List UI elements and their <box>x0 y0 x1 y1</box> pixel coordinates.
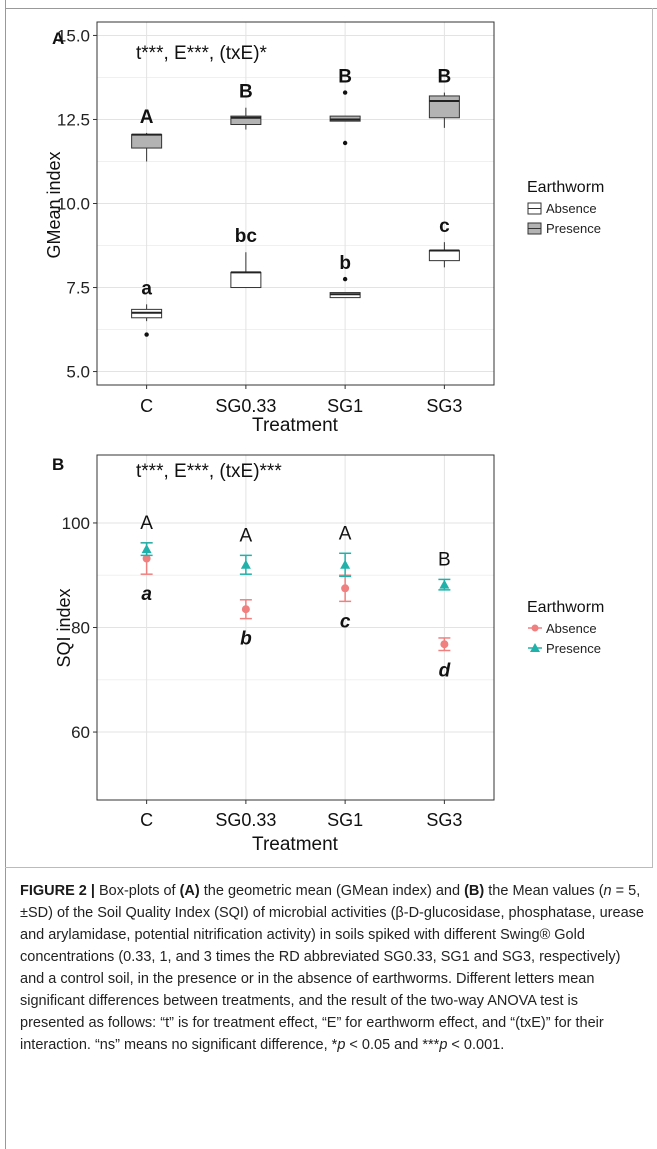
figure-svg: 5.0 7.5 10.0 12.5 15.0 C SG0.33 SG1 SG3 At***, E*… <box>44 21 604 855</box>
panel-a-ytick-label: 5.0 <box>66 363 90 382</box>
panel-b-presence-point <box>240 559 251 569</box>
panel-b-absence-point <box>142 554 151 563</box>
panel-b-absence-letter: a <box>141 584 152 605</box>
panel-a-ytick-label: 12.5 <box>57 110 90 129</box>
frame-border-top <box>5 8 657 9</box>
panel-b-absence-point <box>341 584 350 593</box>
panel-b-presence-point <box>340 559 351 569</box>
figure-caption: FIGURE 2 | Box-plots of (A) the geometri… <box>20 880 645 1056</box>
panel-b-absence-point <box>440 640 449 649</box>
panel-b-legend-key-absence <box>531 624 539 632</box>
panel-b-legend-label-presence: Presence <box>546 641 601 656</box>
panel-a-absence-letter: b <box>339 253 351 274</box>
panel-a-letter: A <box>52 29 64 48</box>
frame-border-right <box>652 8 653 868</box>
panel-b-y-axis-label: SQI index <box>54 588 74 667</box>
panel-a-presence-outlier <box>342 90 348 95</box>
panel-b-legend-title: Earthworm <box>527 599 604 616</box>
panel-a-xtick-label: SG0.33 <box>215 396 276 416</box>
panel-a-absence-letter: a <box>141 278 152 299</box>
panel-b-presence-letter: A <box>339 523 352 544</box>
panel-a-ytick-label: 10.0 <box>57 195 90 214</box>
panel-b-xtick-label: SG3 <box>426 810 462 830</box>
panel-b-plot-border <box>96 454 495 801</box>
panel-a-presence-box <box>230 115 262 126</box>
panel-b-legend-label-absence: Absence <box>546 621 597 636</box>
caption-text-2: the geometric mean (GMean index) and <box>199 883 465 899</box>
panel-a-y-axis-label: GMean index <box>44 151 64 258</box>
panel-a-absence-letter: c <box>439 216 450 237</box>
frame-border-caption <box>5 867 652 868</box>
panel-a-presence-letter: A <box>140 107 154 128</box>
panel-a-presence-letter: B <box>338 67 352 88</box>
panel-a-xtick-label: C <box>140 396 153 416</box>
caption-b-label: (B) <box>464 883 485 899</box>
panel-b-absence-letter: c <box>340 611 351 632</box>
panel-a-ytick-label: 7.5 <box>66 279 90 298</box>
panel-a-anova-annotation: t***, E***, (txE)* <box>136 43 268 64</box>
panel-b-presence-letter: A <box>240 525 253 546</box>
panel-b-anova-annotation: t***, E***, (txE)*** <box>136 461 282 482</box>
panel-b-xtick-label: SG0.33 <box>215 810 276 830</box>
caption-text-3: the Mean values (n = 5, ±SD) of the Soil… <box>20 883 644 1053</box>
panel-a-presence-letter: B <box>239 82 253 103</box>
panel-a-presence-box <box>131 134 163 149</box>
panel-a-legend-label-presence: Presence <box>546 221 601 236</box>
panel-a-ytick-label: 15.0 <box>57 26 90 45</box>
panel-a-absence-box <box>428 250 460 262</box>
panel-b-legend-key-presence <box>530 643 540 652</box>
panel-b-ytick-label: 60 <box>71 723 90 742</box>
panel-b-ytick-label: 100 <box>62 514 90 533</box>
panel-b-ytick-label: 80 <box>71 619 90 638</box>
panel-a-absence-box <box>230 271 262 289</box>
panel-a-plot-border <box>96 21 495 386</box>
panel-b-absence-letter: d <box>439 661 451 682</box>
panel-b-presence-letter: A <box>140 513 153 534</box>
frame-border-left <box>5 0 6 1149</box>
panel-a-absence-letter: bc <box>235 226 258 247</box>
panel-a-presence-outlier <box>342 140 348 146</box>
panel-a-absence-outlier <box>144 332 149 337</box>
panel-a-absence-outlier <box>342 276 348 282</box>
panel-a-x-axis-label: Treatment <box>252 415 339 436</box>
caption-text-1: Box-plots of <box>94 883 180 899</box>
panel-b-presence-point <box>439 579 450 589</box>
panel-a-xtick-label: SG1 <box>327 396 363 416</box>
panel-b-presence-letter: B <box>438 549 451 570</box>
panel-b-presence-point <box>141 544 152 554</box>
panel-b-letter: B <box>52 455 64 474</box>
panel-b-xtick-label: SG1 <box>327 810 363 830</box>
panel-b-absence-letter: b <box>240 629 252 650</box>
panel-b-absence-point <box>241 605 250 614</box>
panel-a-presence-letter: B <box>438 67 452 88</box>
panel-a-xtick-label: SG3 <box>426 396 462 416</box>
panel-a-legend-label-absence: Absence <box>546 201 597 216</box>
panel-a-legend-title: Earthworm <box>527 179 604 196</box>
caption-a-label: (A) <box>179 883 200 899</box>
panel-b-xtick-label: C <box>140 810 153 830</box>
panel-b-x-axis-label: Treatment <box>252 834 339 855</box>
caption-figure-label: FIGURE 2 | <box>20 883 95 899</box>
panel-a-presence-box <box>428 95 460 119</box>
